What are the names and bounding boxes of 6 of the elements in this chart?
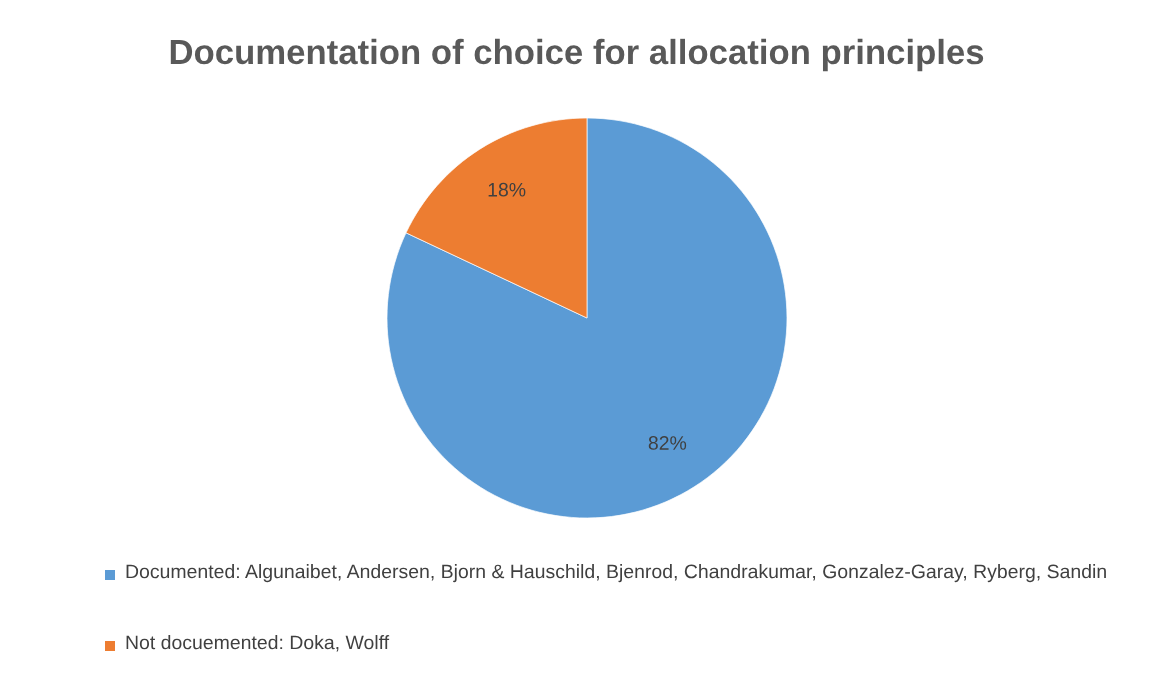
- legend-label: Not docuemented: Doka, Wolff: [126, 635, 390, 652]
- chart-title: Documentation of choice for allocation principles: [170, 38, 984, 72]
- data-label: 18%: [488, 182, 526, 197]
- data-label: 82%: [648, 436, 687, 450]
- legend-label: Documented: Algunaibet, Andersen, Bjorn & Hauschild, Bjenrod, Chandrakumar, Gonzalez-Garay, Ryberg, Sandin: [126, 564, 1106, 583]
- pie-slice: [386, 117, 788, 519]
